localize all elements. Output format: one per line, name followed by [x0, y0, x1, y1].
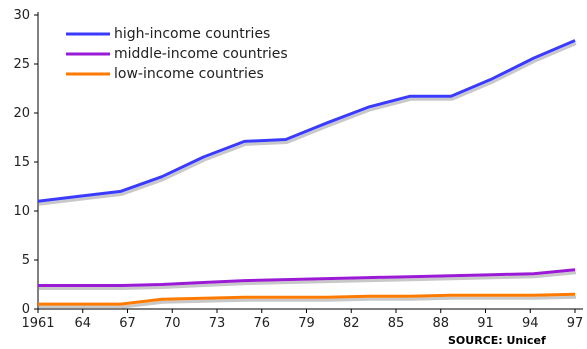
x-tick-label: 82 — [343, 316, 360, 331]
series-shadow-2 — [39, 295, 577, 309]
series-shadow-0 — [38, 42, 577, 206]
series-shadow-1 — [39, 271, 577, 290]
y-tick-label: 25 — [13, 57, 30, 72]
x-tick-label: 79 — [298, 316, 315, 331]
axes: 0 5 10 15 20 25 30 1961 64 67 70 73 76 79 82 85 88 91 94 97 — [13, 8, 583, 331]
x-tick-label: 94 — [522, 316, 539, 331]
series-line-middle-income-countries — [38, 268, 576, 287]
legend-label: high-income countries — [114, 26, 270, 42]
x-tick-label: 1961 — [21, 316, 54, 331]
series-line-low-income-countries — [38, 292, 576, 306]
series-line-high-income-countries — [37, 39, 576, 203]
x-tick-label: 76 — [253, 316, 270, 331]
x-tick-label: 70 — [164, 316, 181, 331]
x-tick-label: 97 — [567, 316, 584, 331]
source-label: SOURCE: Unicef — [448, 334, 546, 347]
legend-label: low-income countries — [114, 66, 264, 82]
legend-label: middle-income countries — [114, 46, 288, 62]
x-tick-label: 85 — [388, 316, 405, 331]
x-tick-label: 73 — [209, 316, 226, 331]
y-tick-label: 5 — [22, 253, 30, 268]
y-tick-label: 20 — [13, 106, 30, 121]
series-shadows — [38, 42, 577, 309]
x-tick-label: 67 — [119, 316, 136, 331]
x-tick-label: 88 — [432, 316, 449, 331]
x-tick-label: 91 — [477, 316, 494, 331]
y-tick-label: 15 — [13, 155, 30, 170]
y-tick-label: 0 — [22, 302, 30, 317]
y-tick-label: 30 — [13, 8, 30, 23]
y-tick-label: 10 — [13, 204, 30, 219]
series-lines — [37, 39, 576, 306]
x-tick-label: 64 — [74, 316, 91, 331]
legend: high-income countries middle-income count… — [66, 26, 288, 82]
